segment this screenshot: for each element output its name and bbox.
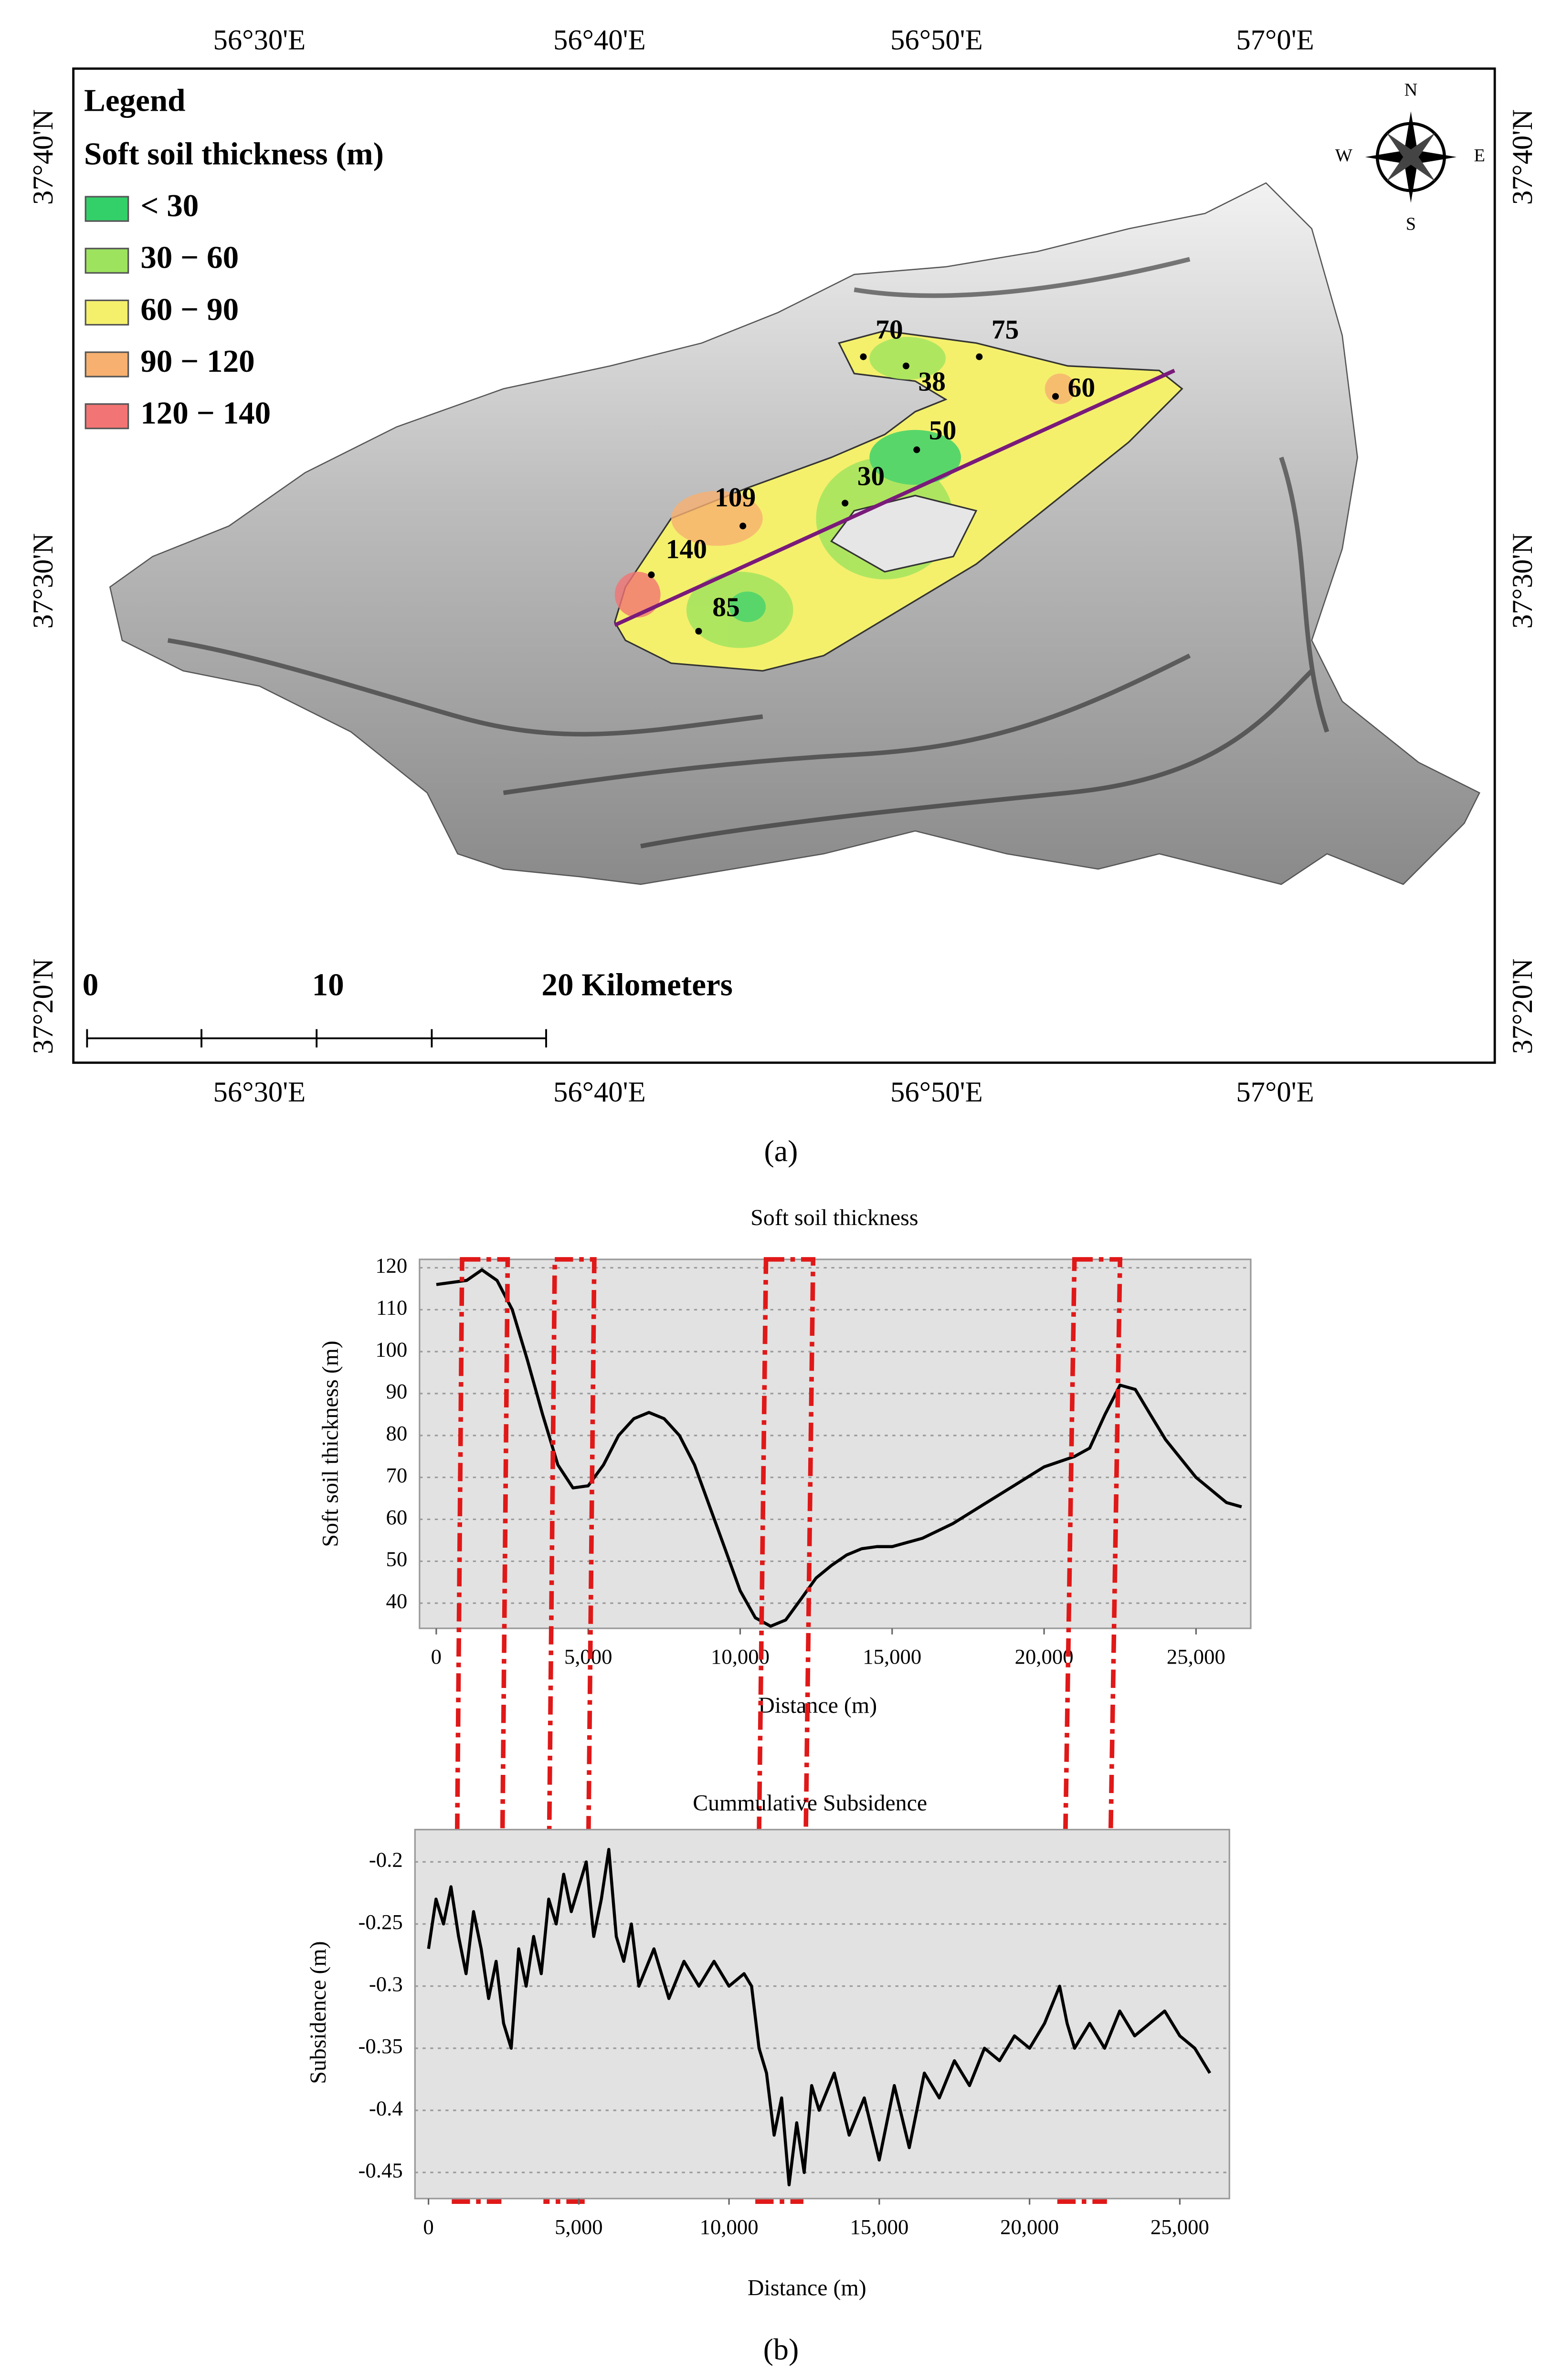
sample-point xyxy=(739,523,747,530)
y-tick-label: 40 xyxy=(386,1589,408,1613)
x-tick-label: 15,000 xyxy=(850,2215,908,2239)
compass-letter: S xyxy=(1406,214,1416,234)
legend-swatch xyxy=(84,403,129,430)
legend-subtitle: Soft soil thickness (m) xyxy=(84,136,384,171)
point-label: 75 xyxy=(992,315,1019,345)
lon-label-bottom: 56°30'E xyxy=(213,1076,306,1108)
compass-letter: W xyxy=(1335,146,1353,166)
y-tick-label: -0.2 xyxy=(369,1848,403,1872)
lat-label-right: 37°30'N xyxy=(1507,533,1539,629)
sample-point xyxy=(695,628,702,635)
y-axis-label: Soft soil thickness (m) xyxy=(318,1341,343,1547)
legend-label: 120 − 140 xyxy=(140,395,271,431)
point-label: 85 xyxy=(712,592,740,622)
point-label: 60 xyxy=(1068,373,1096,403)
y-tick-label: 120 xyxy=(375,1254,407,1278)
legend-label: 30 − 60 xyxy=(140,240,239,275)
sample-point xyxy=(976,353,983,360)
caption: (a) xyxy=(764,1134,798,1168)
legend-title: Legend xyxy=(84,83,185,118)
chart-title: Soft soil thickness xyxy=(750,1205,918,1230)
x-tick-label: 5,000 xyxy=(555,2215,603,2239)
lon-label-top: 56°50'E xyxy=(890,24,983,56)
plot-area xyxy=(414,1829,1230,2200)
y-tick-label: 60 xyxy=(386,1505,408,1529)
x-tick-label: 20,000 xyxy=(1000,2215,1059,2239)
y-tick-label: -0.35 xyxy=(359,2034,403,2058)
y-tick-label: 80 xyxy=(386,1421,408,1445)
legend-label: 90 − 120 xyxy=(140,343,254,379)
point-label: 109 xyxy=(715,482,756,513)
lon-label-top: 57°0'E xyxy=(1236,24,1314,56)
x-tick-label: 15,000 xyxy=(863,1645,921,1668)
scale-label: 20 Kilometers xyxy=(541,967,732,1003)
y-tick-label: 70 xyxy=(386,1463,408,1487)
sample-point xyxy=(902,362,909,369)
chart-title: Cummulative Subsidence xyxy=(693,1791,927,1816)
lat-label-left: 37°20'N xyxy=(27,958,59,1054)
sample-point xyxy=(842,500,849,507)
data-line xyxy=(427,1848,1212,2187)
sample-point xyxy=(1052,393,1059,400)
x-tick-label: 25,000 xyxy=(1167,1645,1225,1668)
point-label: 140 xyxy=(666,535,707,565)
lon-label-bottom: 56°50'E xyxy=(890,1076,983,1108)
point-label: 50 xyxy=(929,416,957,446)
lat-label-left: 37°30'N xyxy=(27,533,59,629)
x-tick-label: 20,000 xyxy=(1015,1645,1074,1668)
profile-line xyxy=(614,368,1175,627)
y-tick-label: -0.45 xyxy=(359,2158,403,2182)
lat-label-right: 37°40'N xyxy=(1507,109,1539,205)
y-tick-label: -0.25 xyxy=(359,1910,403,1934)
x-tick-label: 10,000 xyxy=(700,2215,759,2239)
point-label: 38 xyxy=(918,367,946,397)
legend-swatch xyxy=(84,299,129,326)
y-tick-label: -0.4 xyxy=(369,2096,403,2120)
scale-label: 10 xyxy=(312,967,344,1003)
point-label: 30 xyxy=(857,461,885,491)
scale-label: 0 xyxy=(83,967,99,1003)
compass xyxy=(1365,111,1457,203)
x-axis-label: Distance (m) xyxy=(748,2275,866,2301)
compass-letter: E xyxy=(1474,146,1485,166)
compass-letter: N xyxy=(1404,80,1418,100)
x-axis-label: Distance (m) xyxy=(758,1693,877,1718)
x-tick-label: 0 xyxy=(423,2215,433,2239)
x-tick-label: 0 xyxy=(431,1645,442,1668)
lon-label-bottom: 57°0'E xyxy=(1236,1076,1314,1108)
y-axis-label: Subsidence (m) xyxy=(306,1941,331,2084)
plot-area xyxy=(419,1258,1252,1629)
y-tick-label: 100 xyxy=(375,1337,407,1361)
legend-label: 60 − 90 xyxy=(140,291,239,327)
y-tick-label: 90 xyxy=(386,1379,408,1403)
sample-point xyxy=(648,571,655,578)
legend-swatch xyxy=(84,351,129,377)
zone-hole xyxy=(830,494,978,573)
legend-swatch xyxy=(84,248,129,274)
caption: (b) xyxy=(763,2332,799,2366)
y-tick-label: 50 xyxy=(386,1547,408,1571)
sample-point xyxy=(913,446,920,453)
lon-label-top: 56°30'E xyxy=(213,24,306,56)
legend-swatch xyxy=(84,196,129,222)
y-tick-label: -0.3 xyxy=(369,1972,403,1996)
lon-label-bottom: 56°40'E xyxy=(553,1076,646,1108)
terrain-ridges xyxy=(167,257,1330,849)
data-line xyxy=(436,1268,1242,1628)
lon-label-top: 56°40'E xyxy=(553,24,646,56)
lat-label-right: 37°20'N xyxy=(1507,958,1539,1054)
legend-label: < 30 xyxy=(140,188,199,223)
y-tick-label: 110 xyxy=(376,1296,407,1320)
sample-point xyxy=(860,353,867,360)
lat-label-left: 37°40'N xyxy=(27,109,59,205)
x-tick-label: 25,000 xyxy=(1150,2215,1209,2239)
point-label: 70 xyxy=(876,315,903,345)
